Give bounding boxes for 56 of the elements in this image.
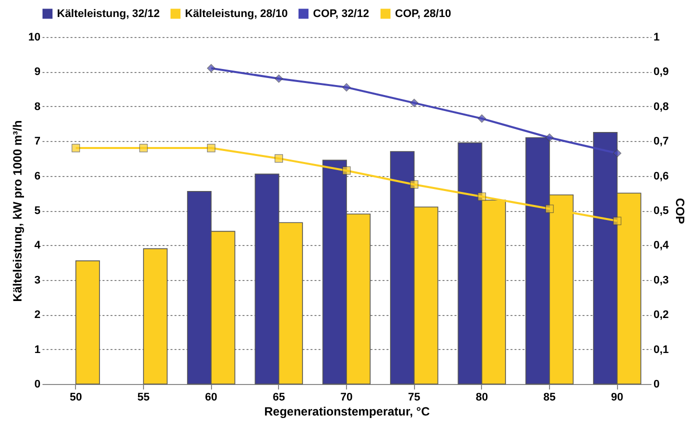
y2-tick-label: 0,5 bbox=[654, 205, 669, 217]
point bbox=[410, 98, 418, 108]
x-tick-label: 80 bbox=[476, 392, 488, 404]
y2-tick-label: 0,2 bbox=[654, 309, 669, 322]
y-tick-label: 7 bbox=[34, 136, 40, 148]
bar bbox=[143, 248, 168, 384]
x-tick-label: 90 bbox=[611, 392, 624, 404]
y2-tick-label: 0,4 bbox=[654, 240, 670, 252]
point bbox=[545, 204, 554, 213]
y2-tick-label: 1 bbox=[654, 32, 660, 44]
point bbox=[410, 180, 418, 189]
y-tick-label: 6 bbox=[34, 170, 40, 182]
point bbox=[206, 144, 216, 152]
y2-tick-label: 0 bbox=[654, 378, 660, 390]
y2-tick-label: 0,6 bbox=[654, 170, 669, 182]
point bbox=[612, 149, 622, 158]
bar bbox=[75, 260, 100, 384]
x-tick-label: 55 bbox=[137, 392, 150, 404]
y-tick-label: 5 bbox=[34, 205, 40, 217]
x-tick-label: 70 bbox=[340, 392, 353, 404]
x-tick-label: 85 bbox=[543, 392, 556, 404]
point bbox=[72, 144, 80, 152]
point bbox=[206, 64, 216, 72]
y2-tick-label: 0,9 bbox=[654, 66, 669, 78]
y2-tick-label: 0,3 bbox=[654, 274, 669, 286]
y2-tick-label: 0,1 bbox=[654, 344, 669, 356]
y2-axis-title: COP bbox=[672, 198, 687, 224]
legend-label: Kälteleistung, 28/10 bbox=[185, 8, 288, 20]
point bbox=[139, 144, 148, 152]
y-tick-label: 2 bbox=[34, 309, 40, 322]
x-tick-label: 75 bbox=[408, 392, 420, 404]
y-tick-label: 1 bbox=[34, 344, 40, 356]
point bbox=[478, 114, 486, 123]
legend-label: COP, 32/12 bbox=[313, 8, 370, 20]
y-tick-label: 8 bbox=[34, 100, 40, 113]
legend-label: Kälteleistung, 32/12 bbox=[57, 8, 160, 20]
y-tick-label: 10 bbox=[28, 32, 40, 44]
x-axis-title: Regenerationstemperatur, °C bbox=[264, 404, 430, 418]
point bbox=[612, 216, 622, 226]
y-tick-label: 3 bbox=[34, 274, 40, 286]
point bbox=[274, 74, 284, 83]
y-tick-label: 9 bbox=[34, 66, 40, 78]
legend-label: COP, 28/10 bbox=[395, 8, 452, 20]
point bbox=[545, 133, 554, 142]
point bbox=[342, 166, 351, 175]
x-tick-label: 50 bbox=[70, 392, 82, 404]
y-tick-label: 4 bbox=[34, 240, 42, 252]
x-tick-label: 60 bbox=[205, 392, 218, 404]
y-axis-title: Kälteleistung, kW pro 1000 m³/h bbox=[10, 120, 24, 302]
x-tick-label: 65 bbox=[272, 392, 285, 404]
y2-tick-label: 0,8 bbox=[654, 100, 669, 113]
y-tick-label: 0 bbox=[34, 378, 40, 390]
point bbox=[274, 154, 284, 163]
point bbox=[342, 83, 351, 92]
point bbox=[478, 192, 486, 201]
y2-tick-label: 0,7 bbox=[654, 136, 669, 148]
